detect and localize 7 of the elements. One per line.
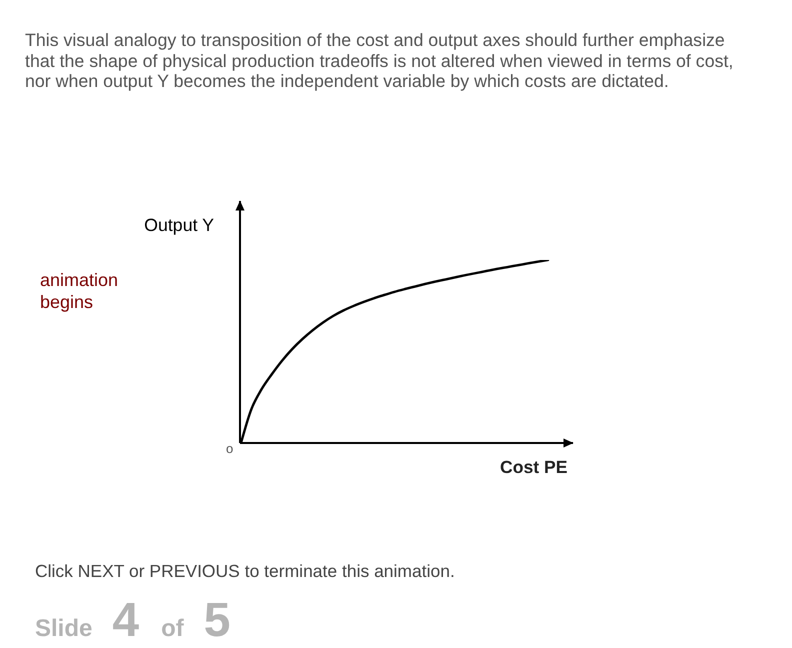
text: animation begins xyxy=(40,270,120,313)
text: Slide 4 of 5 xyxy=(35,594,230,647)
x-axis-title: Cost PE xyxy=(500,457,568,478)
text: o xyxy=(226,441,234,456)
text: Click NEXT or PREVIOUS to terminate this animation. xyxy=(35,561,455,582)
y-axis-title: Output Y xyxy=(144,215,214,236)
chart-title: This visual analogy to transposition of the cost and output axes should further emphasize that the shape of physical production tradeoffs is not altered when viewed in terms of cost, nor when output Y becomes the independent variable by which costs are dictated. xyxy=(25,30,734,92)
